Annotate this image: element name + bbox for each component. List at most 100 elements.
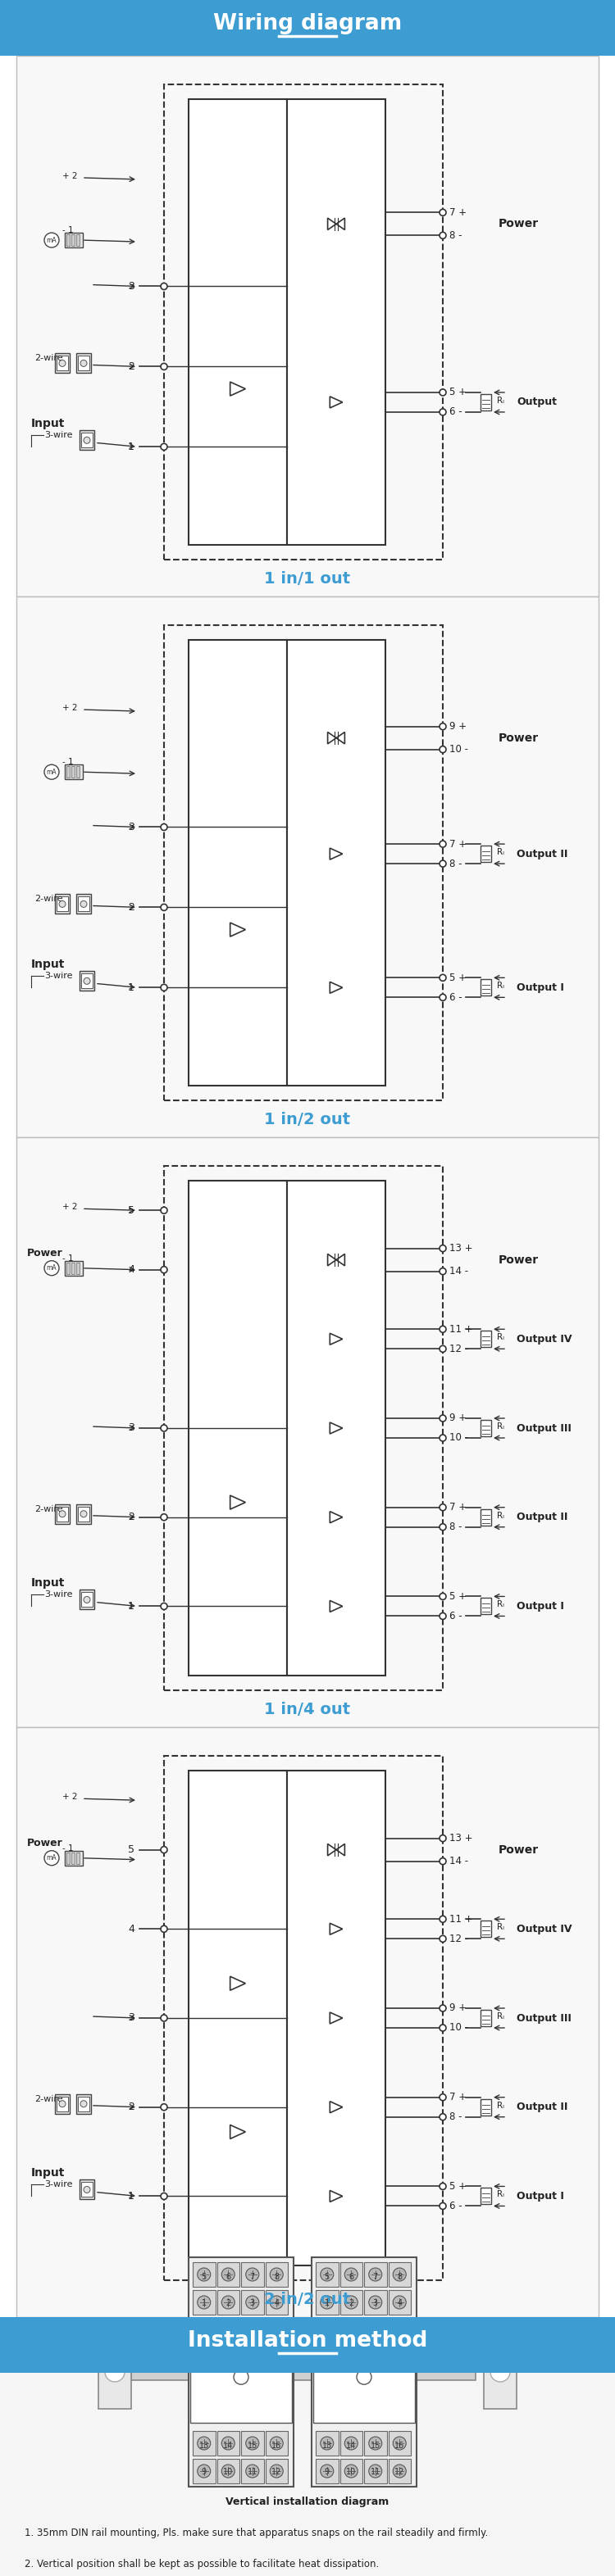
Circle shape xyxy=(270,2295,283,2308)
Text: 1: 1 xyxy=(128,440,135,453)
Circle shape xyxy=(197,2295,210,2308)
Circle shape xyxy=(161,1927,167,1932)
Circle shape xyxy=(320,2465,333,2478)
Text: 14: 14 xyxy=(346,2442,356,2450)
Circle shape xyxy=(369,2267,382,2280)
Text: - 1: - 1 xyxy=(62,757,74,765)
Text: Input: Input xyxy=(31,2166,65,2179)
Circle shape xyxy=(440,1504,446,1510)
Circle shape xyxy=(81,361,87,366)
Text: 7: 7 xyxy=(250,2272,255,2280)
Text: Power: Power xyxy=(499,219,539,229)
Text: Rₗ: Rₗ xyxy=(497,1422,504,1430)
Bar xyxy=(364,2432,387,2455)
Circle shape xyxy=(59,2099,66,2107)
Bar xyxy=(480,1332,491,1347)
Circle shape xyxy=(84,2187,90,2192)
Circle shape xyxy=(440,1857,446,1865)
Bar xyxy=(65,232,83,247)
Text: Input: Input xyxy=(31,417,65,430)
Circle shape xyxy=(440,724,446,729)
Text: Power: Power xyxy=(27,1247,63,1260)
Bar xyxy=(315,2262,338,2287)
Bar xyxy=(217,2262,239,2287)
Circle shape xyxy=(59,1510,66,1517)
Text: 13 +: 13 + xyxy=(450,1244,473,1255)
Circle shape xyxy=(320,2295,333,2308)
Circle shape xyxy=(161,1515,167,1520)
Text: 2: 2 xyxy=(349,2298,354,2308)
Circle shape xyxy=(161,1602,167,1610)
Text: - 1: - 1 xyxy=(62,1255,74,1262)
Bar xyxy=(340,2262,362,2287)
Bar xyxy=(480,845,491,863)
Bar xyxy=(17,1136,598,1726)
Bar xyxy=(315,2432,338,2455)
Bar xyxy=(364,2290,387,2316)
Circle shape xyxy=(246,2295,259,2308)
Circle shape xyxy=(440,1244,446,1252)
Text: 3-wire: 3-wire xyxy=(44,430,73,440)
Bar xyxy=(78,896,89,912)
Text: 4: 4 xyxy=(128,1265,135,1275)
Bar xyxy=(98,2334,131,2409)
Text: 3: 3 xyxy=(373,2298,378,2308)
Bar xyxy=(189,98,287,546)
Circle shape xyxy=(161,1847,167,1852)
Text: mA: mA xyxy=(47,237,57,245)
Circle shape xyxy=(105,2362,125,2383)
Text: 12: 12 xyxy=(271,2468,282,2476)
Text: 2-wire: 2-wire xyxy=(34,894,63,904)
Bar xyxy=(388,2460,411,2483)
Text: Output II: Output II xyxy=(517,2102,568,2112)
Bar xyxy=(79,971,94,992)
Bar xyxy=(480,2187,491,2205)
Bar xyxy=(364,2460,387,2483)
Bar xyxy=(340,2290,362,2316)
Text: 4: 4 xyxy=(274,2298,279,2308)
Bar xyxy=(217,2290,239,2316)
Text: PWR: PWR xyxy=(231,2357,252,2367)
Circle shape xyxy=(221,2437,235,2450)
Text: Installation method: Installation method xyxy=(188,2331,427,2352)
Circle shape xyxy=(270,2465,283,2478)
Text: 3-wire: 3-wire xyxy=(44,971,73,981)
Circle shape xyxy=(440,1935,446,1942)
Text: 5 +: 5 + xyxy=(450,971,467,984)
Text: 2-wire: 2-wire xyxy=(34,2094,63,2102)
Bar xyxy=(480,1510,491,1525)
Text: Power: Power xyxy=(499,1844,539,1855)
Text: 6: 6 xyxy=(349,2272,354,2280)
Circle shape xyxy=(246,2267,259,2280)
Circle shape xyxy=(84,979,90,984)
Text: 10 -: 10 - xyxy=(450,744,468,755)
Text: Rₗ: Rₗ xyxy=(497,848,504,855)
Circle shape xyxy=(161,2192,167,2200)
Bar xyxy=(217,2432,239,2455)
Bar xyxy=(241,2290,264,2316)
Text: 3: 3 xyxy=(128,281,135,291)
Circle shape xyxy=(59,902,66,907)
Text: 1: 1 xyxy=(128,2190,135,2202)
Bar xyxy=(192,2432,215,2455)
Text: 11 +: 11 + xyxy=(450,1324,473,1334)
Bar xyxy=(57,2097,68,2112)
Text: 8 -: 8 - xyxy=(450,1522,462,1533)
Text: 6 -: 6 - xyxy=(450,1610,462,1620)
Text: 2 in/2 out: 2 in/2 out xyxy=(264,2290,351,2308)
Text: 13: 13 xyxy=(322,2442,332,2450)
Text: 10 -: 10 - xyxy=(450,1432,468,1443)
Text: Vertical installation diagram: Vertical installation diagram xyxy=(226,2496,389,2506)
Bar xyxy=(484,2334,517,2409)
Text: 14 -: 14 - xyxy=(450,1855,469,1868)
Bar xyxy=(76,353,91,374)
Text: Output I: Output I xyxy=(517,981,564,992)
Bar xyxy=(79,1589,94,1610)
Text: 12: 12 xyxy=(394,2468,405,2476)
Circle shape xyxy=(221,2295,235,2308)
Circle shape xyxy=(197,2437,210,2450)
Text: 10 -: 10 - xyxy=(450,2022,468,2032)
Bar xyxy=(131,2365,475,2380)
Circle shape xyxy=(357,2370,371,2385)
Text: Output III: Output III xyxy=(517,1422,571,1432)
